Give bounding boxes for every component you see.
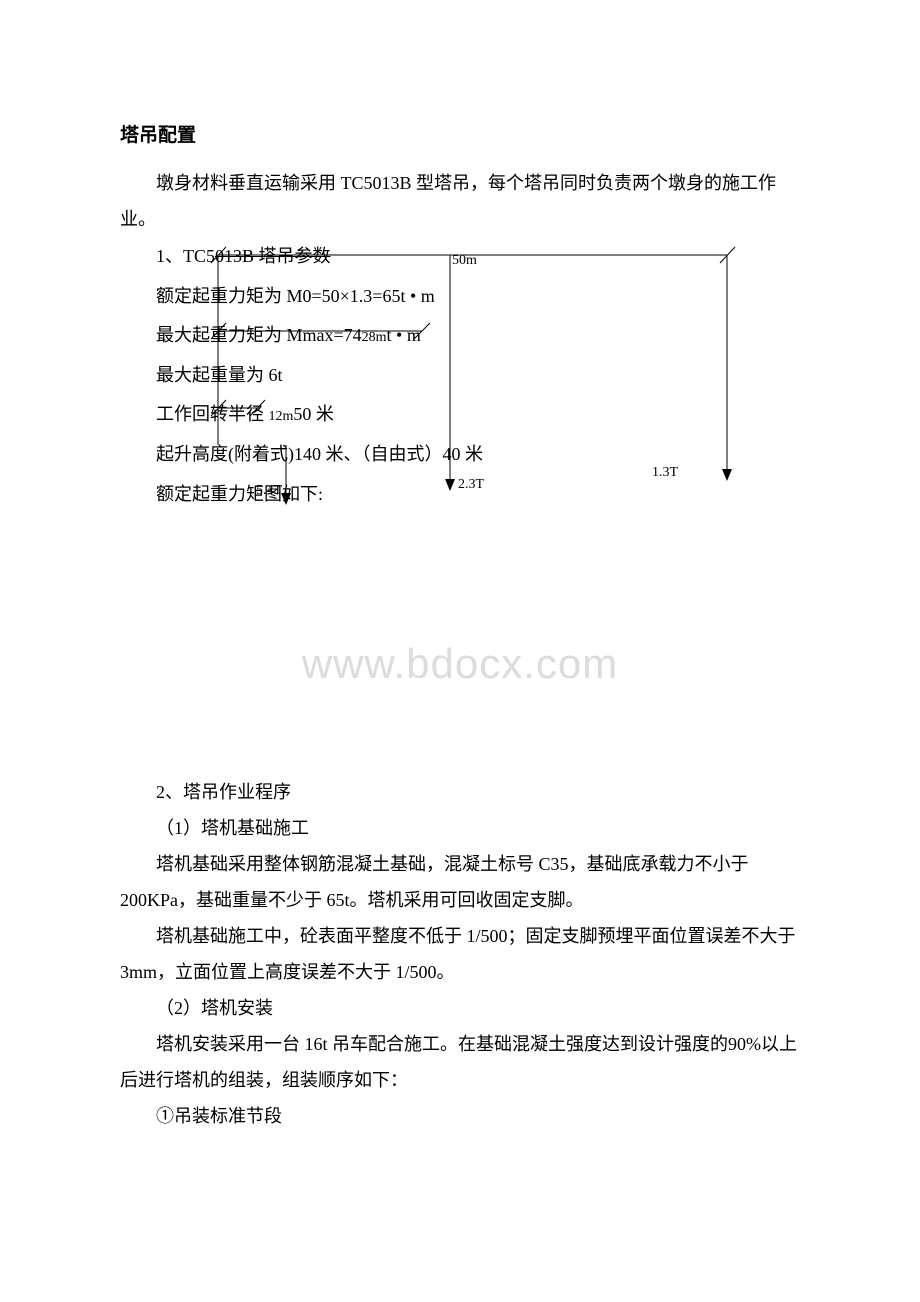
spec-radius: 工作回转半径 12m50 米 [156,395,800,435]
spec-diagram-caption: 额定起重力矩图如下: [156,475,800,515]
spec-radius-a: 工作回转半径 [156,404,269,424]
spec-lift-height-a: 起升高度(附着式)140 [156,444,326,464]
spec-radius-c: 50 米 [293,404,334,424]
spec-max-weight: 最大起重量为 6t [156,356,800,396]
spec-lift-height-b: 米、（自由式）40 米 [326,444,484,464]
spec-title: 1、TC5013B 塔吊参数 [156,237,800,277]
section2-s2-p1: 塔机安装采用一台 16t 吊车配合施工。在基础混凝土强度达到设计强度的90%以上… [120,1026,800,1098]
section2-s1-p2-text: 塔机基础施工中，砼表面平整度不低于 1/500；固定支脚预埋平面位置误差不大于 … [120,926,796,982]
section2-s2-p1-text: 塔机安装采用一台 16t 吊车配合施工。在基础混凝土强度达到设计强度的90%以上… [120,1034,797,1090]
intro-paragraph: 墩身材料垂直运输采用 TC5013B 型塔吊，每个塔吊同时负责两个墩身的施工作业… [120,165,800,237]
heading-tower-crane-config: 塔吊配置 [120,120,800,147]
spec-title-pre: 1、TC5 [156,246,215,266]
section2-s1-title: （1）塔机基础施工 [120,810,800,846]
spec-max-moment: 最大起重力矩为 Mmax=7428mt • m [156,316,800,356]
section2-s2-item1: ①吊装标准节段 [120,1098,800,1134]
section2-s1-p2: 塔机基础施工中，砼表面平整度不低于 1/500；固定支脚预埋平面位置误差不大于 … [120,918,800,990]
section-2: 2、塔吊作业程序 （1）塔机基础施工 塔机基础采用整体钢筋混凝土基础，混凝土标号… [120,774,800,1134]
spec-12m-overlay: 12m [269,409,294,424]
document-page: 塔吊配置 墩身材料垂直运输采用 TC5013B 型塔吊，每个塔吊同时负责两个墩身… [0,0,920,1134]
spec-lift-height: 起升高度(附着式)140 米、（自由式）40 米 [156,435,800,475]
spec-28m-overlay: 28m [362,330,387,345]
spec-block: 50m 5.4T 2.3T 1.3T 1、TC5013B 塔吊参数 额定起重力矩… [156,237,800,514]
section2-title: 2、塔吊作业程序 [120,774,800,810]
spec-title-strike: 013B 塔吊参数 [215,246,331,266]
section2-s1-p1: 塔机基础采用整体钢筋混凝土基础，混凝土标号 C35，基础底承载力不小于200KP… [120,846,800,918]
section2-s1-p1-text: 塔机基础采用整体钢筋混凝土基础，混凝土标号 C35，基础底承载力不小于200KP… [120,854,749,910]
spec-max-moment-a: 最大起重力矩为 Mmax=74 [156,325,362,345]
spec-rated-moment: 额定起重力矩为 M0=50×1.3=65t • m [156,277,800,317]
spec-max-moment-c: t • m [387,325,421,345]
section2-s2-title: （2）塔机安装 [120,990,800,1026]
